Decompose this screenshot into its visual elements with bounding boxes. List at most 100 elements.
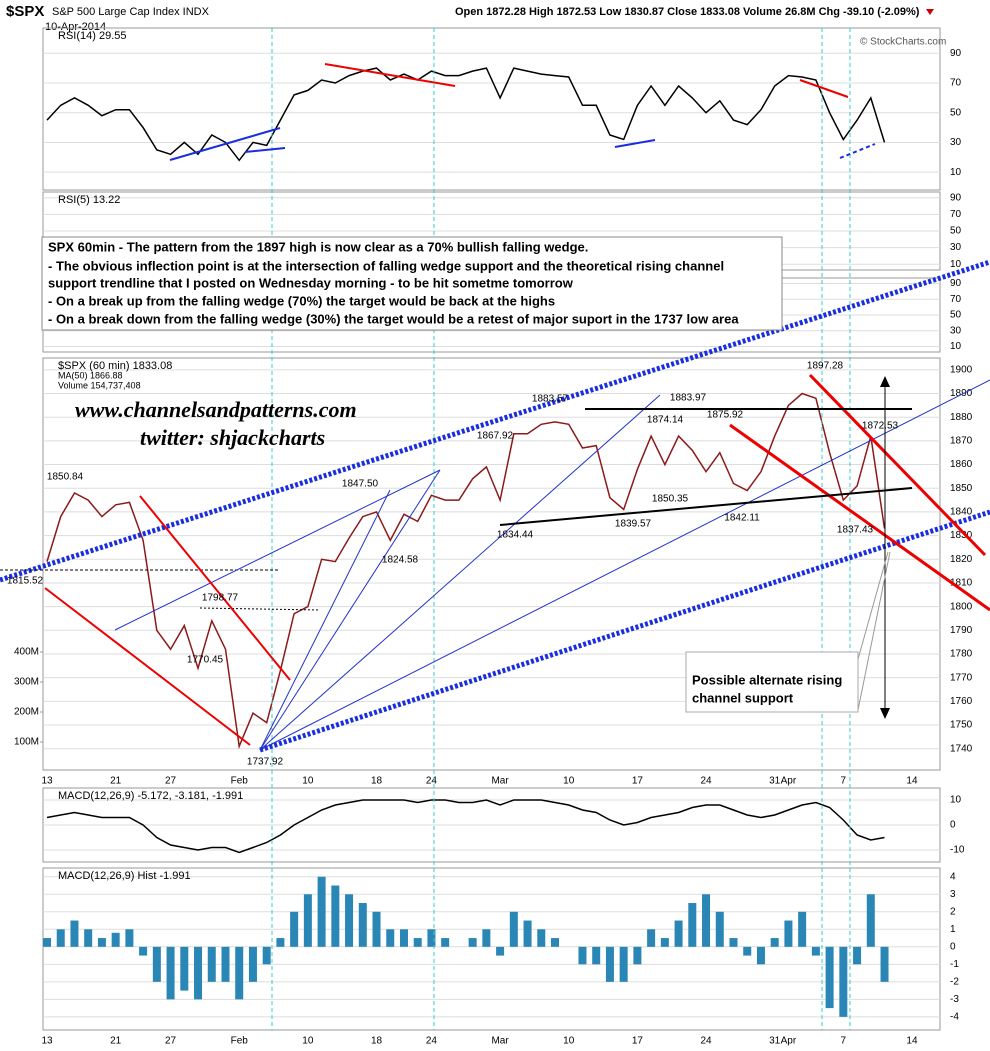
wedge-line (139, 495, 291, 681)
price-label: 1875.92 (707, 410, 744, 421)
y2-tick-label: 400M (14, 647, 39, 658)
y-tick-label: 50 (950, 107, 962, 118)
y-tick-label: 1870 (950, 436, 973, 447)
y-tick-label: 1830 (950, 530, 973, 541)
price-label: 1737.92 (247, 757, 284, 768)
legend-entry: MA(50) 1866.88 (58, 370, 123, 380)
note-line: - The obvious inflection point is at the… (48, 258, 724, 273)
y-tick-label: 70 (950, 294, 962, 305)
y2-tick-label: 100M (14, 737, 39, 748)
hist-bar (784, 920, 793, 947)
y-tick-label: 90 (950, 48, 962, 59)
hist-bar (853, 946, 862, 965)
note-line: SPX 60min - The pattern from the 1897 hi… (48, 239, 588, 254)
price-label: 1834.44 (497, 530, 534, 541)
price-label: 1824.58 (382, 555, 419, 566)
y-tick-label: 1820 (950, 554, 973, 565)
y-tick-label: 4 (950, 871, 956, 882)
fan-line (259, 469, 441, 751)
rsi-arrow (324, 63, 456, 87)
hist-bar (688, 903, 697, 947)
index-name: S&P 500 Large Cap Index INDX (52, 6, 210, 18)
twitter: twitter: shjackcharts (140, 425, 325, 450)
price-label: 1839.57 (615, 519, 652, 530)
series-line (46, 799, 885, 854)
hist-bar (194, 946, 203, 1000)
hist-bar (825, 946, 834, 1009)
legend-entry: $SPX (60 min) 1833.08 (58, 360, 172, 372)
hist-bar (660, 938, 669, 947)
y-tick-label: 90 (950, 192, 962, 203)
price-label: 1847.50 (342, 479, 379, 490)
x-tick-label: 17 (632, 1036, 644, 1047)
x-tick-label: 10 (302, 776, 314, 787)
x-tick-label: 24 (700, 1036, 712, 1047)
y-tick-label: 10 (950, 167, 962, 178)
price-label: 1798.77 (202, 593, 239, 604)
hist-bar (372, 911, 381, 947)
x-tick-label: 10 (302, 1036, 314, 1047)
price-label: 1867.92 (477, 431, 514, 442)
x-tick-label: 7 (841, 1036, 847, 1047)
hist-bar (358, 903, 367, 947)
hist-bar (756, 946, 765, 965)
hist-bar (248, 946, 257, 982)
callout-line (857, 551, 891, 711)
quote: Open 1872.28 High 1872.53 Low 1830.87 Cl… (455, 6, 920, 18)
price-label: 1842.11 (724, 513, 760, 524)
y-tick-label: 1810 (950, 578, 973, 589)
wedge-line (729, 423, 990, 612)
x-tick-label: 24 (426, 776, 438, 787)
hist-bar (221, 946, 230, 982)
callout-text: channel support (692, 690, 794, 705)
y-tick-label: 1850 (950, 483, 973, 494)
y-tick-label: 0 (950, 820, 956, 831)
y-tick-label: -10 (950, 845, 965, 856)
hist-bar (180, 946, 189, 991)
series-line (46, 67, 886, 162)
y2-tick-label: 200M (14, 707, 39, 718)
hist-bar (605, 946, 614, 982)
hist-bar (139, 946, 148, 956)
wedge-line (808, 373, 987, 557)
y-tick-label: 2 (950, 906, 956, 917)
x-tick-label: 10 (563, 1036, 575, 1047)
hist-bar (839, 946, 848, 1017)
series-line (46, 392, 886, 750)
y-tick-label: 1760 (950, 696, 973, 707)
y-tick-label: 10 (950, 341, 962, 352)
price-label: 1872.53 (862, 421, 899, 432)
x-tick-label: 7 (841, 776, 847, 787)
y-tick-label: 0 (950, 941, 956, 952)
y2-tick-label: 300M (14, 677, 39, 688)
y-tick-label: 70 (950, 209, 962, 220)
legend-entry: RSI(5) 13.22 (58, 194, 120, 206)
y-tick-label: -4 (950, 1012, 959, 1023)
y-tick-label: 1750 (950, 720, 973, 731)
hist-bar (56, 929, 65, 947)
x-tick-label: 21 (110, 776, 122, 787)
y-tick-label: 1880 (950, 412, 973, 423)
note-line: - On a break down from the falling wedge… (48, 311, 739, 326)
hist-bar (633, 946, 642, 965)
x-tick-label: Feb (231, 776, 249, 787)
fan-line (114, 469, 441, 631)
legend-entry: RSI(14) 29.55 (58, 30, 126, 42)
price-label: 1850.35 (652, 494, 689, 505)
price-label: 1897.28 (807, 361, 844, 372)
hist-bar (482, 929, 491, 947)
x-tick-label: 14 (906, 776, 918, 787)
x-tick-label: 24 (426, 1036, 438, 1047)
hist-bar (345, 894, 354, 947)
y-tick-label: 50 (950, 310, 962, 321)
hist-bar (551, 938, 560, 947)
hist-bar (276, 938, 285, 947)
y-tick-label: 1770 (950, 672, 973, 683)
hist-bar (647, 929, 656, 947)
y-tick-label: 3 (950, 889, 956, 900)
price-label: 1850.84 (47, 472, 84, 483)
x-tick-label: 14 (906, 1036, 918, 1047)
rsi-arrow (839, 143, 876, 159)
hist-bar (331, 885, 340, 947)
